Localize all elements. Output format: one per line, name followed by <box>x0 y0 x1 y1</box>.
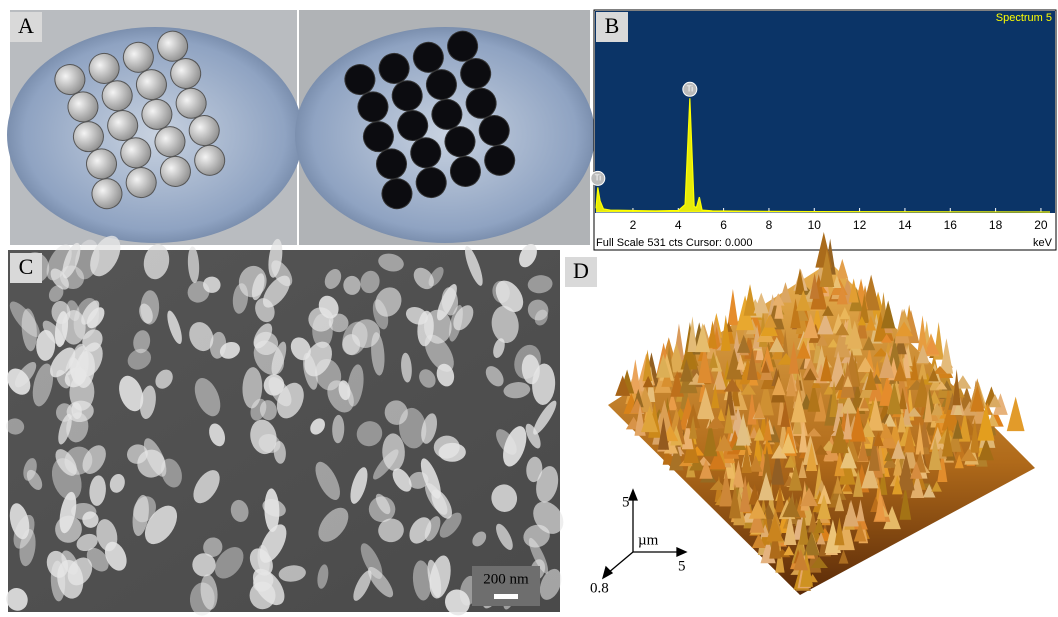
x-tick-label: 16 <box>944 218 958 232</box>
x-tick-label: 10 <box>808 218 822 232</box>
x-tick-label: 4 <box>675 218 682 232</box>
footer: Full Scale 531 cts Cursor: 0.000 <box>596 237 753 249</box>
afm-peak <box>836 259 848 279</box>
afm-z-label: 5 <box>622 494 630 510</box>
panel-label: C <box>19 254 34 279</box>
panel-label: B <box>605 13 620 38</box>
x-tick-label: 6 <box>720 218 727 232</box>
peak-label: Ti <box>687 84 694 93</box>
x-tick-label: 20 <box>1034 218 1048 232</box>
afm-unit: µm <box>638 532 659 548</box>
x-tick-label: 12 <box>853 218 867 232</box>
panel-label: A <box>18 13 34 38</box>
photo-a <box>7 10 595 245</box>
x-axis-label: keV <box>1033 237 1053 249</box>
x-tick-label: 18 <box>989 218 1003 232</box>
afm-peak <box>1007 397 1025 431</box>
peak-label: Ti <box>595 173 602 182</box>
x-tick-label: 14 <box>898 218 912 232</box>
panel-label: D <box>573 258 589 283</box>
afm-y-label: 0.8 <box>590 580 609 596</box>
x-tick-label: 8 <box>766 218 773 232</box>
plot-area <box>595 11 1055 213</box>
scale-bar <box>494 594 518 599</box>
figure: A 2 4 6 8 10 12 14 16 18 20 Ti Ti Spectrum 5 keV Fu… <box>0 0 1058 617</box>
chart-title: Spectrum 5 <box>996 12 1052 24</box>
afm-peak <box>727 289 738 325</box>
afm-x-label: 5 <box>678 558 686 574</box>
x-tick-label: 2 <box>630 218 637 232</box>
scale-bar-label: 200 nm <box>483 571 529 587</box>
